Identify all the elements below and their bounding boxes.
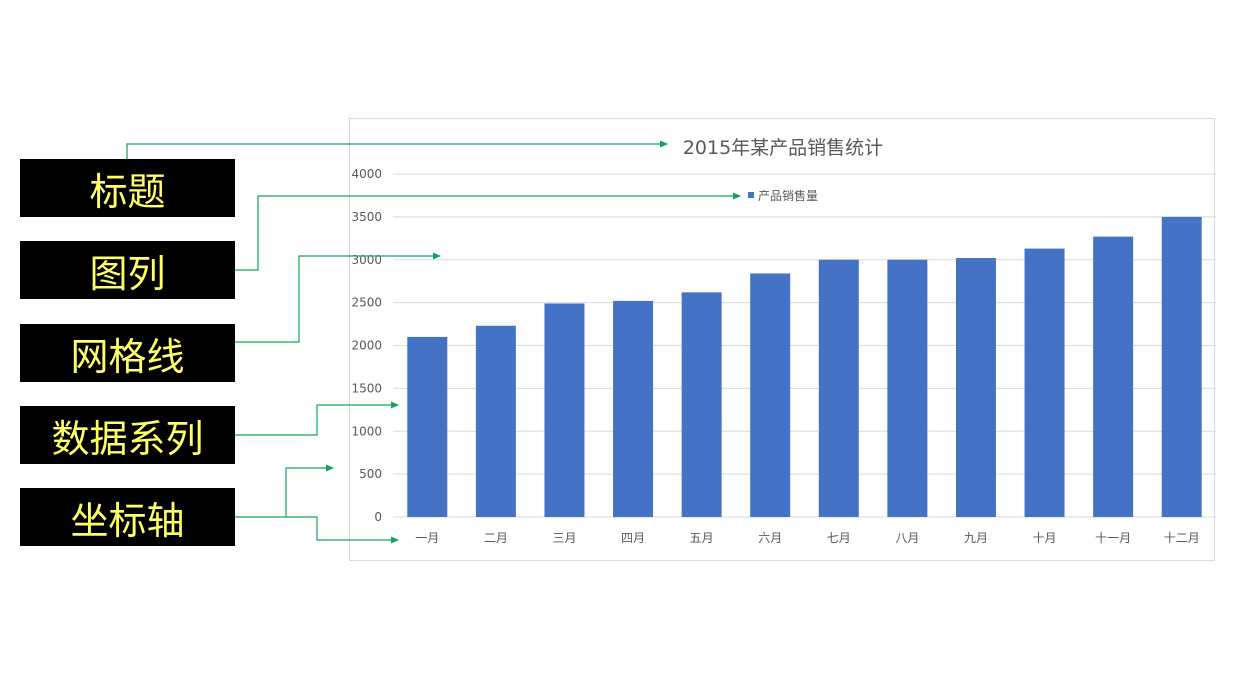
x-tick-label: 三月	[552, 531, 576, 545]
x-tick-label: 十月	[1033, 531, 1057, 545]
x-tick-label: 四月	[621, 531, 645, 545]
x-tick-label: 六月	[758, 531, 782, 545]
legend-label: 产品销售量	[758, 188, 818, 203]
bar	[818, 259, 859, 517]
y-tick-label: 2500	[351, 296, 382, 310]
x-tick-label: 一月	[415, 531, 439, 545]
annotation-axis-label: 坐标轴	[20, 488, 235, 546]
y-tick-label: 2000	[351, 339, 382, 353]
bar	[407, 336, 448, 517]
bar	[955, 258, 996, 517]
bar	[1024, 248, 1065, 518]
x-tick-label: 二月	[484, 531, 508, 545]
x-tick-label: 七月	[827, 531, 851, 545]
bar	[681, 292, 722, 517]
chart-title: 2015年某产品销售统计	[683, 137, 883, 159]
y-tick-label: 0	[374, 510, 382, 524]
bar	[613, 300, 654, 517]
y-tick-label: 4000	[351, 167, 382, 181]
bar-chart: 2015年某产品销售统计 0 500 1000 1500 2000 2500 3000 3500…	[351, 137, 1216, 545]
y-tick-label: 1500	[351, 381, 382, 395]
x-tick-label: 十一月	[1095, 531, 1131, 545]
bar	[1161, 216, 1202, 517]
y-tick-label: 1000	[351, 424, 382, 438]
annotation-legend-label: 图列	[20, 241, 235, 299]
annotation-title-label: 标题	[20, 159, 235, 217]
y-tick-label: 500	[359, 467, 382, 481]
x-tick-label: 八月	[895, 531, 919, 545]
bar	[1093, 236, 1134, 517]
legend-swatch	[748, 192, 754, 198]
y-axis-arrow	[235, 464, 334, 518]
x-tick-label: 五月	[690, 531, 714, 545]
x-tick-label: 九月	[964, 531, 988, 545]
y-tick-label: 3500	[351, 210, 382, 224]
y-tick-label: 3000	[351, 253, 382, 267]
chart-area: 2015年某产品销售统计 0 500 1000 1500 2000 2500 3000 3500…	[349, 118, 1216, 561]
bar	[750, 273, 791, 517]
annotation-gridlines-label: 网格线	[20, 324, 235, 382]
x-tick-label: 十二月	[1164, 531, 1200, 545]
annotation-series-label: 数据系列	[20, 406, 235, 464]
bar	[475, 325, 516, 517]
bar	[544, 303, 585, 517]
bar	[887, 259, 928, 517]
